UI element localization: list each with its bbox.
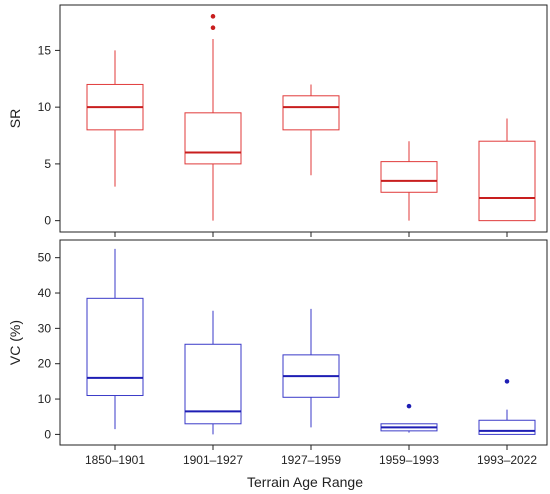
plot-frame xyxy=(59,4,548,233)
box-4 xyxy=(478,118,536,222)
box-3 xyxy=(380,403,438,433)
box-2 xyxy=(282,308,340,428)
y-tick-label: 30 xyxy=(38,321,52,335)
box-0 xyxy=(86,50,144,187)
outlier-point xyxy=(504,379,510,384)
box-iqr xyxy=(380,161,438,193)
y-tick-label: 0 xyxy=(44,427,51,441)
box-2 xyxy=(282,84,340,176)
box-iqr xyxy=(478,140,536,222)
box-4 xyxy=(478,379,536,435)
x-tick-label: 1959–1993 xyxy=(379,453,439,467)
box-0 xyxy=(86,248,144,430)
x-tick-label: 1850–1901 xyxy=(85,453,145,467)
outlier-point xyxy=(406,403,412,409)
y-tick-label: 40 xyxy=(38,286,52,300)
outlier-point xyxy=(210,25,216,31)
y-tick-label: 15 xyxy=(38,43,52,57)
x-tick-label: 1901–1927 xyxy=(183,453,243,467)
box-3 xyxy=(380,141,438,221)
box-iqr xyxy=(282,95,340,131)
y-tick-label: 20 xyxy=(38,357,52,371)
y-tick-label: 50 xyxy=(38,251,52,265)
y-tick-label: 10 xyxy=(38,392,52,406)
box-iqr xyxy=(184,112,242,165)
x-axis-title: Terrain Age Range xyxy=(247,474,363,490)
outlier-point xyxy=(210,14,216,19)
box-iqr xyxy=(478,419,536,435)
sr-panel: 0 5 10 15 SR xyxy=(7,4,548,237)
plot-frame xyxy=(59,239,548,446)
x-tick-label: 1927–1959 xyxy=(281,453,341,467)
y-tick-label: 10 xyxy=(38,100,52,114)
box-1 xyxy=(184,310,242,435)
y-tick-label: 0 xyxy=(44,214,51,228)
box-1 xyxy=(184,14,242,221)
box-iqr xyxy=(86,297,144,397)
vc-panel: 0 10 20 30 40 50 VC (%) 1850–1901 1901–1927 1927–… xyxy=(7,239,548,467)
x-tick-label: 1993–2022 xyxy=(477,453,537,467)
y-axis-title: VC (%) xyxy=(7,320,23,365)
y-axis-title: SR xyxy=(7,109,23,128)
y-tick-label: 5 xyxy=(44,157,51,171)
